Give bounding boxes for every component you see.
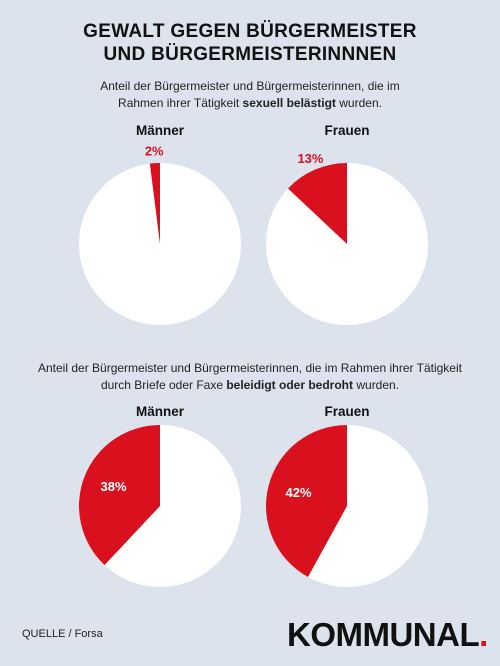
pie-1-value-label: 2%: [145, 144, 164, 159]
chart1-title: Männer: [135, 123, 184, 138]
pie-3-highlight-slice: [79, 425, 160, 566]
section2-emphasis: beleidigt oder bedroht: [226, 378, 354, 392]
title-line-2: UND BÜRGERMEISTERINNNEN: [103, 44, 397, 65]
chart2-title: Frauen: [324, 123, 370, 138]
pie-2-highlight-slice: [287, 163, 347, 244]
section1-description: Anteil der Bürgermeister und Bürgermeist…: [20, 78, 480, 112]
section1-emphasis: sexuell belästigt: [242, 96, 336, 110]
pie-3-value-label: 38%: [100, 479, 126, 494]
pie-4-highlight-slice: [265, 425, 347, 577]
section1-line-2: Rahmen ihrer Tätigkeit sexuell belästigt…: [118, 96, 382, 110]
section2-description: Anteil der Bürgermeister und Bürgermeist…: [20, 360, 480, 394]
section2-line-1: Anteil der Bürgermeister und Bürgermeist…: [38, 361, 462, 375]
brand-logo: KOMMUNAL.: [287, 616, 488, 653]
title-line-1: GEWALT GEGEN BÜRGERMEISTER: [83, 21, 417, 42]
section1-line-1: Anteil der Bürgermeister und Bürgermeist…: [100, 79, 400, 93]
chart4-title: Frauen: [324, 404, 370, 419]
chart3-title: Männer: [135, 404, 184, 419]
pie-1-highlight-slice: [149, 163, 160, 244]
pie-4-value-label: 42%: [286, 485, 312, 500]
pie-2-value-label: 13%: [297, 151, 323, 166]
source-label: QUELLE / Forsa: [22, 628, 103, 640]
section2-line-2: durch Briefe oder Faxe beleidigt oder be…: [100, 378, 400, 392]
